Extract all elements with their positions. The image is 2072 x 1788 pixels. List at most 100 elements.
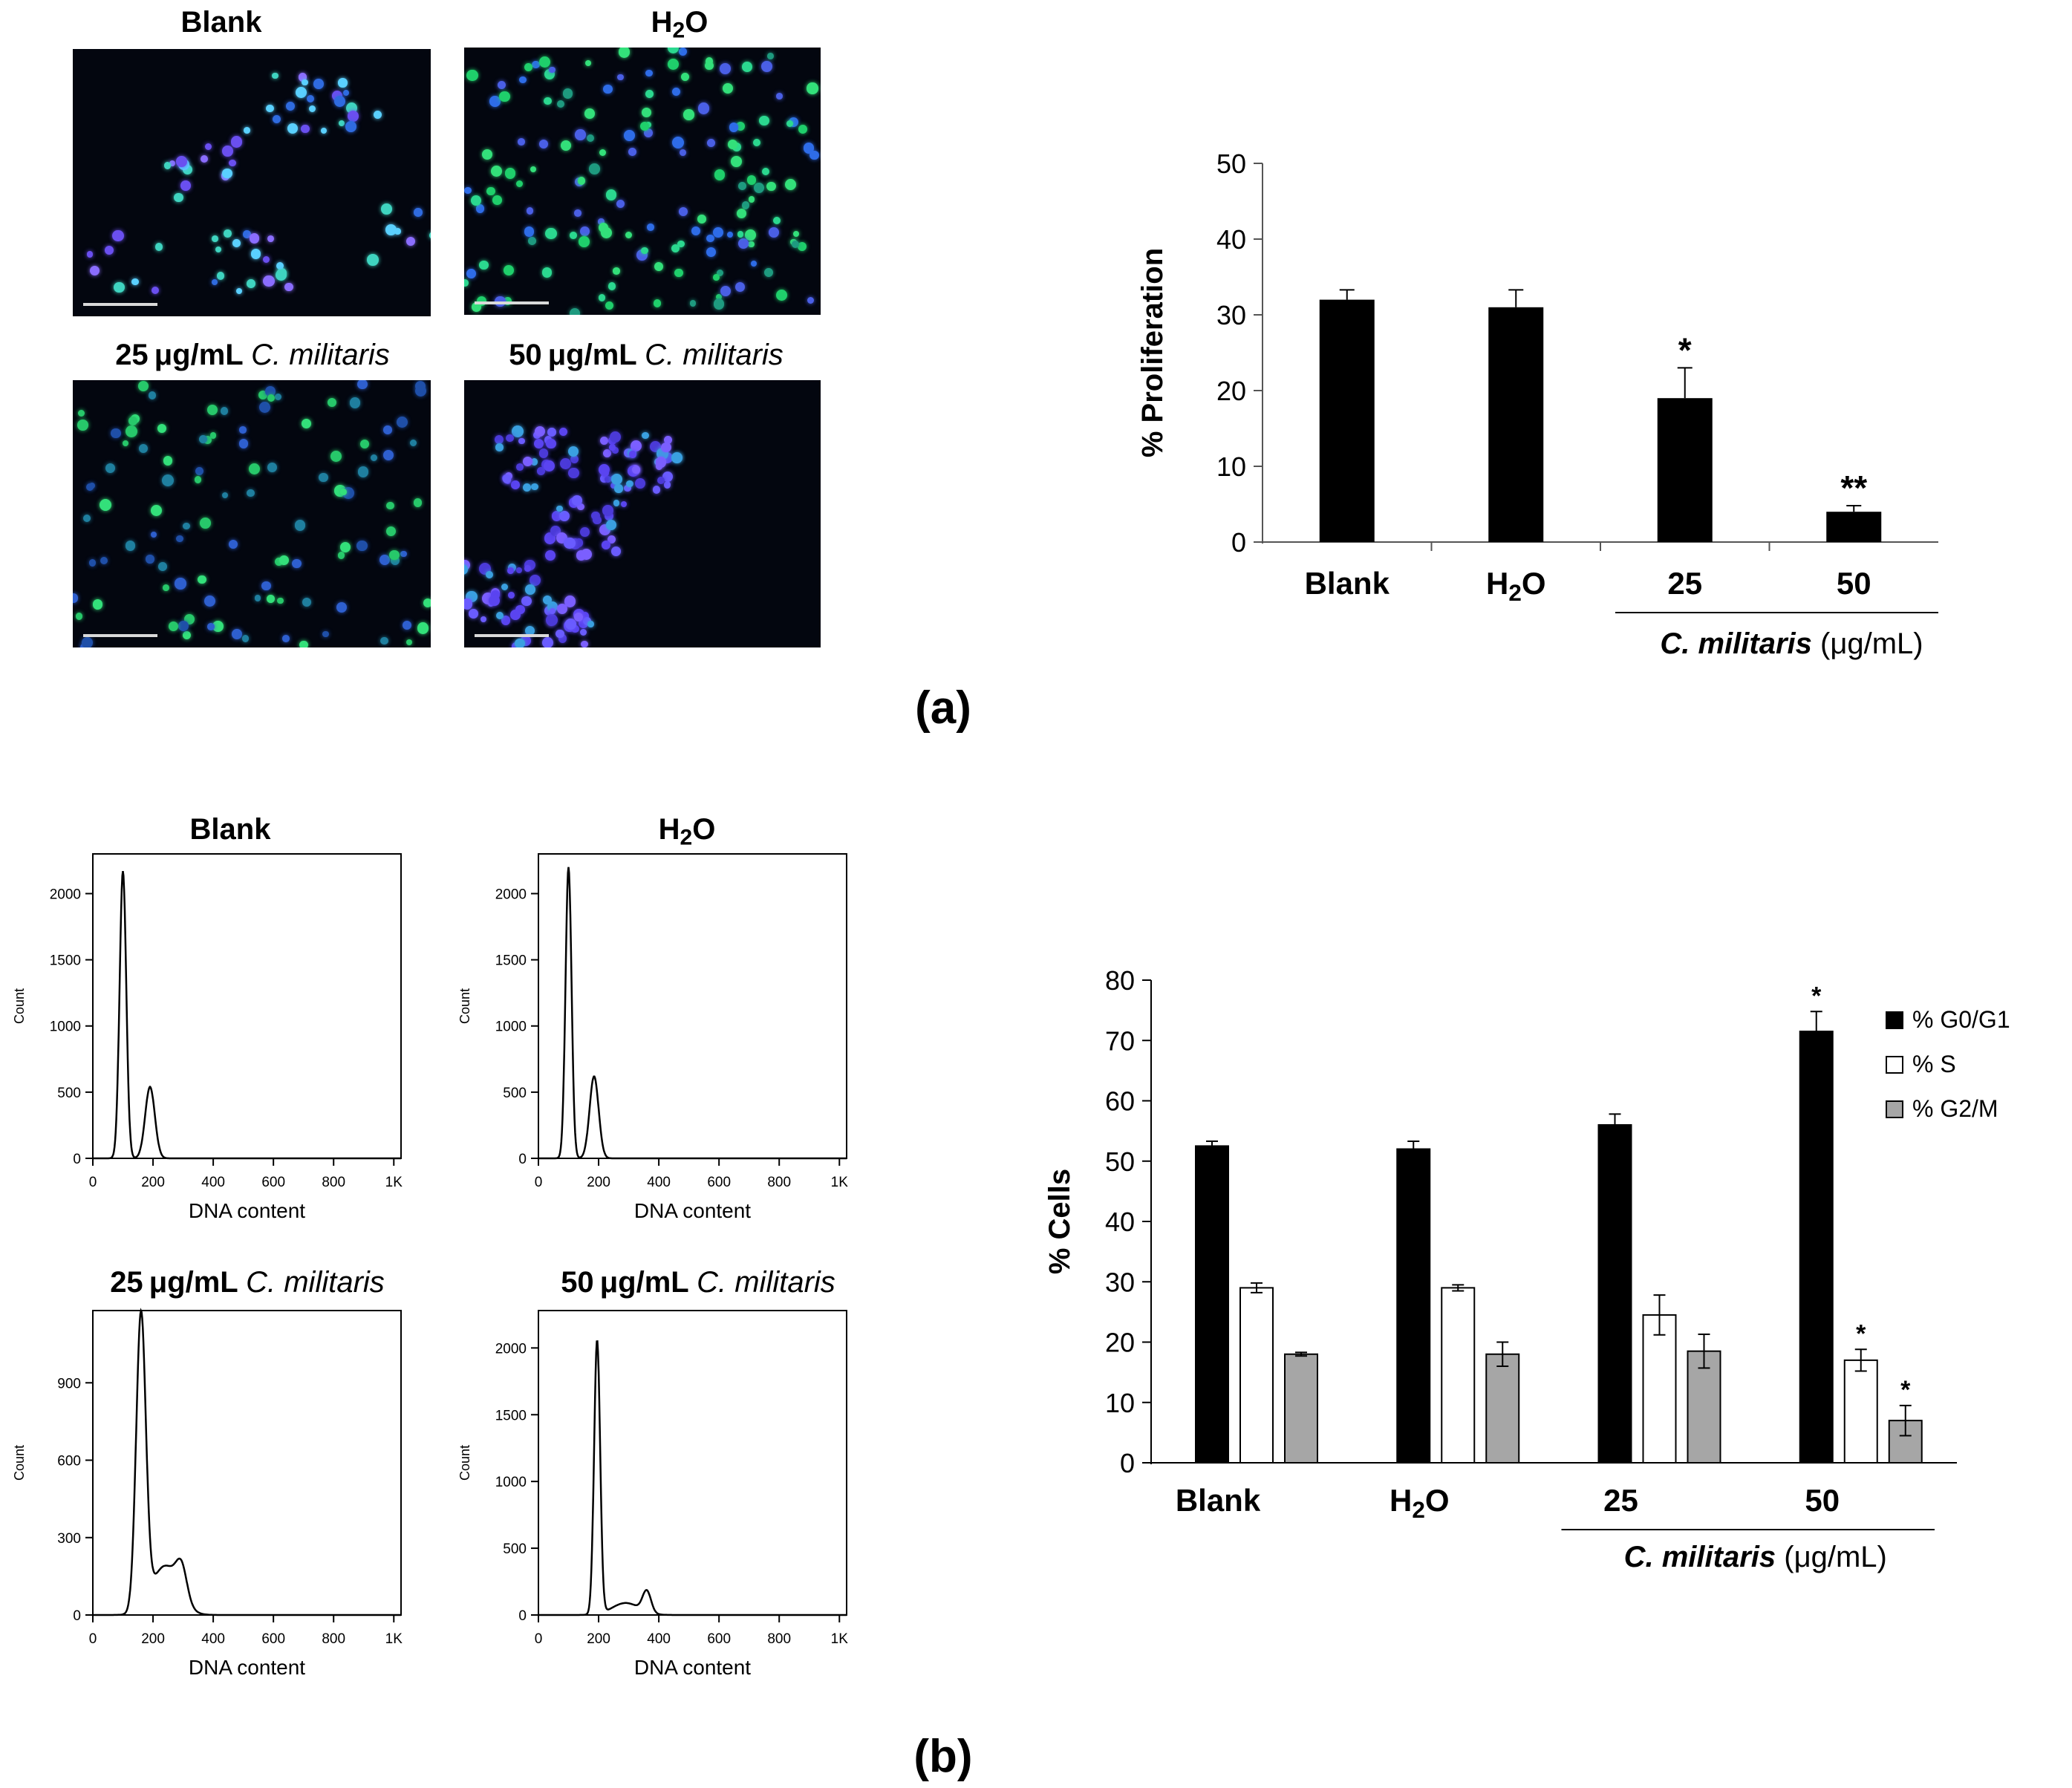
cell-nucleus bbox=[671, 137, 684, 149]
cell-nucleus bbox=[339, 541, 351, 553]
cell-nucleus bbox=[588, 163, 600, 174]
y-tick-label: 20 bbox=[1105, 1328, 1135, 1358]
cell-nucleus bbox=[220, 407, 229, 415]
cell-nucleus bbox=[671, 88, 681, 97]
cell-nucleus bbox=[612, 447, 619, 454]
cell-nucleus bbox=[254, 594, 261, 601]
cell-nucleus bbox=[605, 301, 613, 310]
cell-nucleus bbox=[643, 128, 654, 138]
bar bbox=[1485, 1353, 1520, 1464]
cell-nucleus bbox=[519, 76, 527, 83]
cell-nucleus bbox=[330, 450, 342, 463]
cell-nucleus bbox=[114, 281, 125, 293]
cell-nucleus bbox=[786, 120, 793, 127]
cell-nucleus bbox=[574, 209, 581, 217]
legend-label: % S bbox=[1912, 1051, 1956, 1077]
cell-nucleus bbox=[731, 156, 743, 168]
cell-nucleus bbox=[599, 149, 607, 157]
x-tick-label: 50 bbox=[1805, 1483, 1840, 1518]
x-tick-label: 1K bbox=[385, 1631, 403, 1647]
cell-nucleus bbox=[571, 624, 579, 633]
cell-nucleus bbox=[653, 299, 661, 307]
cell-nucleus bbox=[299, 640, 309, 647]
y-tick-label: 500 bbox=[57, 1086, 81, 1101]
cell-nucleus bbox=[524, 584, 535, 595]
cell-nucleus bbox=[207, 623, 215, 630]
cell-nucleus bbox=[543, 460, 555, 472]
y-tick-label: 1000 bbox=[495, 1019, 527, 1035]
cell-nucleus bbox=[348, 111, 359, 123]
cell-nucleus bbox=[313, 79, 324, 89]
cell-nucleus bbox=[157, 424, 166, 434]
cell-nucleus bbox=[579, 628, 587, 636]
cell-nucleus bbox=[624, 484, 631, 492]
cell-nucleus bbox=[784, 178, 797, 191]
significance-mark: * bbox=[1900, 1376, 1911, 1404]
cell-nucleus bbox=[466, 268, 477, 278]
image-title-50: 50 μg/mL C. militaris bbox=[509, 339, 783, 371]
cell-nucleus bbox=[464, 187, 472, 195]
cell-nucleus bbox=[503, 474, 512, 483]
cell-nucleus bbox=[712, 227, 724, 238]
x-tick-label: 600 bbox=[707, 1175, 731, 1190]
cell-nucleus bbox=[222, 492, 229, 498]
cell-nucleus bbox=[516, 180, 524, 187]
x-tick-label: 0 bbox=[535, 1175, 543, 1190]
cell-nucleus bbox=[674, 268, 683, 278]
x-tick-label: 600 bbox=[707, 1631, 731, 1647]
cell-nucleus bbox=[807, 296, 815, 304]
cell-nucleus bbox=[158, 562, 168, 572]
cell-nucleus bbox=[712, 274, 720, 281]
histogram-title-25: 25 μg/mL C. militaris bbox=[110, 1266, 385, 1299]
cell-nucleus bbox=[250, 249, 261, 260]
cell-nucleus bbox=[266, 104, 274, 113]
y-tick-label: 1500 bbox=[50, 953, 81, 969]
cell-nucleus bbox=[358, 466, 369, 477]
cell-nucleus bbox=[322, 630, 329, 638]
cell-nucleus bbox=[496, 611, 504, 619]
histogram-blank: 0 500 1000 1500 2000 0 200 400 600 800 1K DNA conte… bbox=[12, 853, 403, 1222]
cell-nucleus bbox=[523, 483, 531, 492]
cell-nucleus bbox=[211, 279, 218, 286]
cell-nucleus bbox=[618, 48, 631, 58]
cell-nucleus bbox=[538, 448, 548, 458]
cell-nucleus bbox=[464, 564, 468, 575]
image-title-blank: Blank bbox=[180, 6, 262, 39]
cell-nucleus bbox=[759, 115, 769, 126]
cell-nucleus bbox=[148, 391, 157, 399]
bar bbox=[1657, 398, 1713, 542]
x-tick-label: Blank bbox=[1176, 1483, 1261, 1518]
x-tick-label: 800 bbox=[767, 1631, 791, 1647]
cell-nucleus bbox=[137, 381, 149, 392]
cell-nucleus bbox=[321, 127, 328, 134]
cell-nucleus bbox=[727, 231, 734, 238]
cell-nucleus bbox=[198, 434, 208, 444]
y-tick-label: 600 bbox=[57, 1454, 81, 1469]
cell-nucleus bbox=[504, 264, 514, 275]
cell-nucleus bbox=[745, 229, 757, 241]
cell-nucleus bbox=[654, 261, 664, 271]
cell-nucleus bbox=[537, 466, 545, 475]
cell-nucleus bbox=[697, 102, 710, 114]
cell-nucleus bbox=[373, 110, 382, 119]
cell-nucleus bbox=[244, 127, 251, 134]
cell-nucleus bbox=[677, 240, 685, 248]
x-tick-label: 0 bbox=[89, 1175, 97, 1190]
cell-nucleus bbox=[403, 620, 412, 630]
cell-nucleus bbox=[716, 293, 723, 301]
cell-nucleus bbox=[82, 636, 94, 647]
cell-nucleus bbox=[492, 195, 502, 206]
histogram-h2o: 0 500 1000 1500 2000 0 200 400 600 800 1K DNA conte… bbox=[457, 853, 848, 1222]
x-tick-label: 800 bbox=[322, 1175, 345, 1190]
cell-nucleus bbox=[464, 279, 469, 287]
cell-nucleus bbox=[663, 480, 671, 489]
cell-nucleus bbox=[301, 124, 310, 134]
cell-nucleus bbox=[544, 97, 553, 105]
cell-nucleus bbox=[246, 489, 255, 497]
cell-nucleus bbox=[292, 558, 302, 568]
cell-nucleus bbox=[751, 261, 758, 267]
cell-nucleus bbox=[515, 638, 525, 647]
bar bbox=[1843, 1359, 1878, 1464]
cell-nucleus bbox=[524, 625, 535, 636]
cell-nucleus bbox=[247, 279, 255, 289]
